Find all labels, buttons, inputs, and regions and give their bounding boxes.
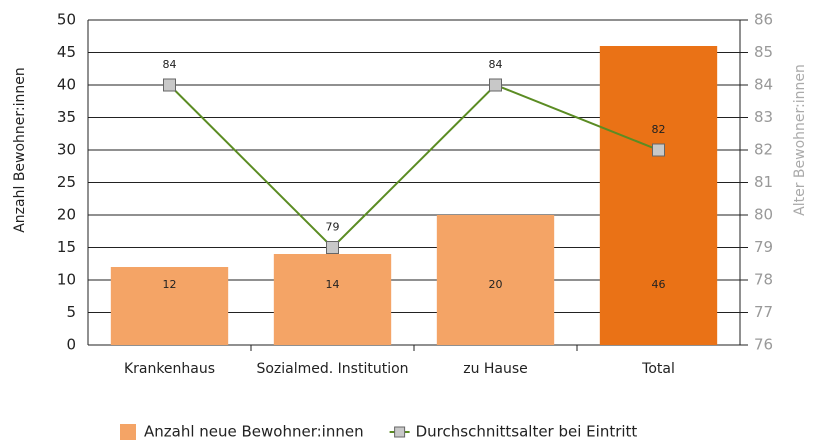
bar (110, 267, 229, 345)
y2-tick-label: 84 (754, 76, 773, 94)
legend-label: Anzahl neue Bewohner:innen (144, 423, 364, 441)
y-tick-label: 15 (57, 238, 76, 256)
line-value-label: 79 (326, 221, 340, 234)
x-tick-label: Krankenhaus (124, 361, 215, 377)
x-tick-label: Sozialmed. Institution (256, 361, 408, 377)
y2-tick-label: 78 (754, 271, 773, 289)
y-tick-label: 20 (57, 206, 76, 224)
y-tick-label: 40 (57, 76, 76, 94)
y2-axis-label: Alter Bewohner:innen (792, 64, 808, 216)
y2-tick-label: 76 (754, 336, 773, 354)
y-tick-label: 10 (57, 271, 76, 289)
y-tick-label: 25 (57, 173, 76, 191)
bar-value-label: 12 (163, 278, 177, 291)
y2-tick-label: 79 (754, 238, 773, 256)
y2-tick-label: 81 (754, 173, 773, 191)
y2-tick-label: 80 (754, 206, 773, 224)
y-tick-label: 5 (66, 303, 76, 321)
x-tick-label: Total (641, 361, 675, 377)
line-value-label: 84 (163, 58, 177, 71)
y-tick-label: 45 (57, 43, 76, 61)
y-axis-label: Anzahl Bewohner:innen (12, 67, 28, 233)
marker (163, 78, 176, 92)
line-value-label: 82 (652, 123, 666, 136)
bar-value-label: 14 (326, 278, 340, 291)
bar-value-label: 46 (652, 278, 666, 291)
y-tick-label: 30 (57, 141, 76, 159)
bar-value-label: 20 (489, 278, 503, 291)
y2-tick-label: 83 (754, 108, 773, 126)
y2-tick-label: 82 (754, 141, 773, 159)
line (168, 83, 659, 249)
legend-swatch (120, 424, 136, 440)
y2-tick-label: 86 (754, 11, 773, 29)
bar (436, 215, 555, 345)
x-tick-label: zu Hause (463, 361, 528, 377)
y2-tick-label: 77 (754, 303, 773, 321)
bar (599, 46, 718, 345)
legend-swatch (394, 426, 406, 438)
y2-tick-label: 85 (754, 43, 773, 61)
y-tick-label: 50 (57, 11, 76, 29)
bar (273, 254, 392, 345)
line-value-label: 84 (489, 58, 503, 71)
marker (652, 143, 665, 157)
y-tick-label: 35 (57, 108, 76, 126)
legend-label: Durchschnittsalter bei Eintritt (416, 423, 638, 441)
marker (326, 241, 339, 254)
y-tick-label: 0 (66, 336, 76, 354)
marker (489, 78, 502, 92)
